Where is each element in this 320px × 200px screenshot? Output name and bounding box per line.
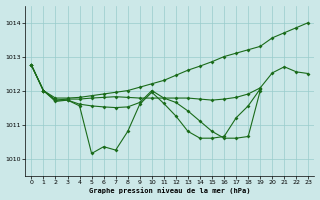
X-axis label: Graphe pression niveau de la mer (hPa): Graphe pression niveau de la mer (hPa): [89, 188, 251, 194]
